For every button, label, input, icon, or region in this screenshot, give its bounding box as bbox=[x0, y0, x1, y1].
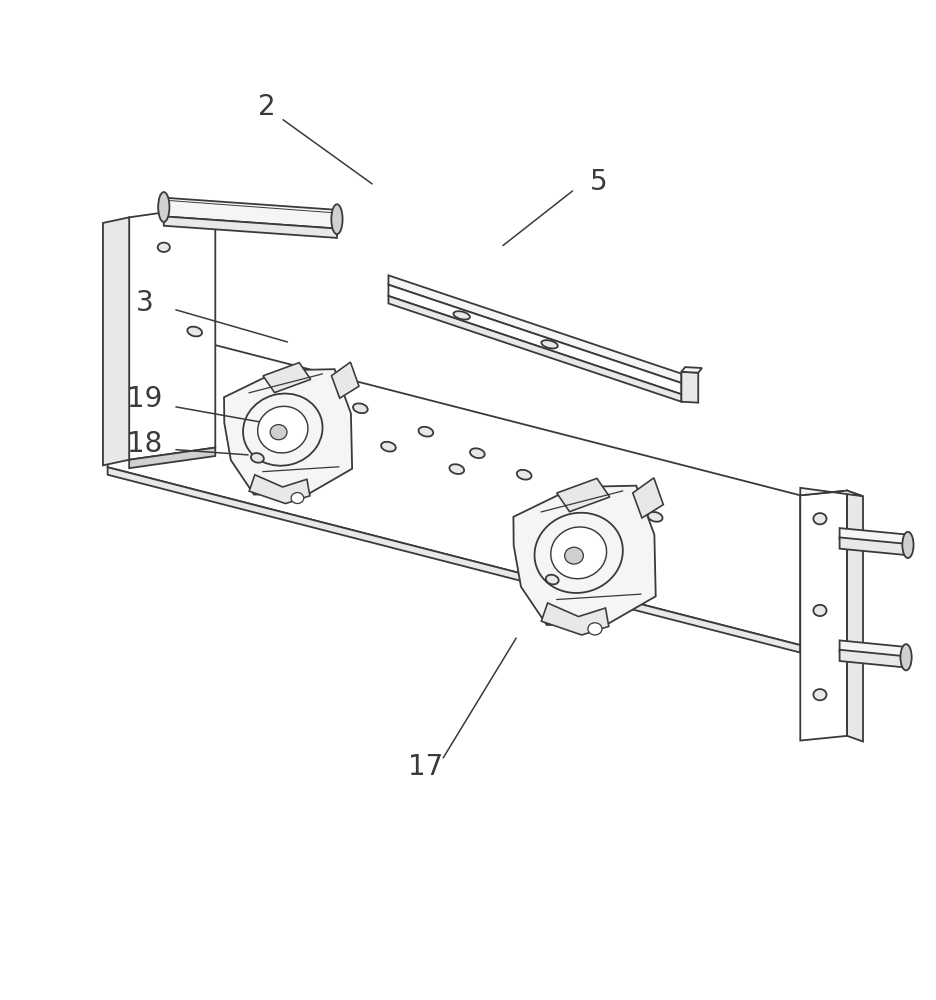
Ellipse shape bbox=[301, 375, 316, 385]
Polygon shape bbox=[840, 528, 908, 546]
Ellipse shape bbox=[470, 448, 485, 458]
Polygon shape bbox=[129, 205, 215, 460]
Text: 5: 5 bbox=[591, 168, 607, 196]
Ellipse shape bbox=[243, 394, 323, 466]
Ellipse shape bbox=[271, 425, 287, 440]
Text: 18: 18 bbox=[127, 430, 163, 458]
Polygon shape bbox=[681, 367, 702, 373]
Ellipse shape bbox=[902, 532, 914, 558]
Ellipse shape bbox=[550, 527, 607, 579]
Text: 3: 3 bbox=[137, 289, 154, 317]
Polygon shape bbox=[103, 217, 129, 465]
Polygon shape bbox=[847, 491, 863, 741]
Polygon shape bbox=[164, 216, 337, 238]
Polygon shape bbox=[249, 475, 310, 504]
Ellipse shape bbox=[158, 192, 169, 222]
Polygon shape bbox=[681, 372, 698, 403]
Polygon shape bbox=[840, 640, 906, 658]
Polygon shape bbox=[108, 467, 800, 653]
Ellipse shape bbox=[449, 464, 464, 474]
Ellipse shape bbox=[564, 547, 583, 564]
Ellipse shape bbox=[541, 340, 558, 348]
Polygon shape bbox=[388, 285, 681, 394]
Ellipse shape bbox=[813, 513, 826, 524]
Ellipse shape bbox=[381, 442, 396, 452]
Text: 17: 17 bbox=[408, 753, 444, 781]
Ellipse shape bbox=[546, 575, 559, 584]
Polygon shape bbox=[633, 478, 664, 518]
Ellipse shape bbox=[900, 644, 912, 670]
Ellipse shape bbox=[453, 311, 470, 320]
Ellipse shape bbox=[291, 493, 304, 504]
Ellipse shape bbox=[813, 689, 826, 700]
Polygon shape bbox=[263, 363, 311, 393]
Polygon shape bbox=[840, 537, 908, 555]
Text: 2: 2 bbox=[258, 93, 275, 121]
Ellipse shape bbox=[157, 243, 170, 252]
Ellipse shape bbox=[331, 204, 343, 234]
Text: 19: 19 bbox=[127, 385, 163, 413]
Polygon shape bbox=[514, 486, 656, 625]
Ellipse shape bbox=[517, 470, 532, 480]
Ellipse shape bbox=[353, 403, 368, 413]
Polygon shape bbox=[331, 362, 359, 398]
Polygon shape bbox=[388, 296, 681, 402]
Ellipse shape bbox=[251, 453, 264, 463]
Ellipse shape bbox=[264, 405, 279, 415]
Ellipse shape bbox=[534, 513, 622, 593]
Polygon shape bbox=[557, 478, 609, 512]
Polygon shape bbox=[164, 198, 337, 229]
Ellipse shape bbox=[584, 491, 599, 501]
Polygon shape bbox=[129, 448, 215, 468]
Ellipse shape bbox=[588, 623, 602, 635]
Polygon shape bbox=[388, 275, 681, 383]
Ellipse shape bbox=[257, 406, 308, 453]
Polygon shape bbox=[800, 488, 863, 496]
Ellipse shape bbox=[813, 605, 826, 616]
Polygon shape bbox=[800, 491, 847, 741]
Polygon shape bbox=[541, 603, 608, 635]
Polygon shape bbox=[108, 317, 800, 645]
Ellipse shape bbox=[648, 512, 663, 522]
Polygon shape bbox=[224, 369, 352, 495]
Ellipse shape bbox=[187, 327, 202, 336]
Ellipse shape bbox=[418, 427, 433, 437]
Polygon shape bbox=[840, 650, 906, 668]
